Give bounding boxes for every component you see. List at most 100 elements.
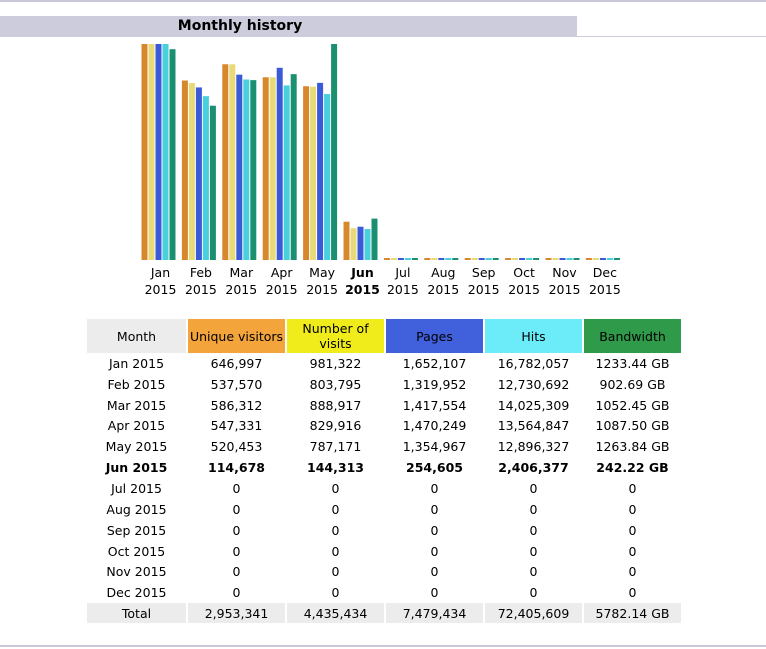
table-row: Apr 2015 547,331 829,916 1,470,249 13,564,84… (87, 416, 681, 437)
x-tick-label-year: 2015 (508, 282, 540, 297)
chart-bar (155, 44, 162, 260)
x-tick-label-month: Apr (271, 265, 293, 280)
chart-bar (236, 74, 243, 261)
x-tick-label-year: 2015 (549, 282, 581, 297)
row-value-cell: 0 (430, 522, 439, 538)
section-title: Monthly history (177, 18, 303, 34)
row-value-cell: 1,652,107 (402, 355, 467, 371)
x-tick-label-month: May (309, 265, 335, 280)
chart-bar (492, 258, 499, 260)
col-header-unique-visitors: Unique visitors (188, 319, 285, 353)
row-value-cell: 144,313 (307, 460, 364, 476)
x-tick-label-year: 2015 (306, 282, 338, 297)
row-month-cell: Jan 2015 (108, 355, 165, 371)
row-value-cell: 537,570 (210, 376, 263, 392)
chart-bar (445, 258, 452, 260)
col-header-number-of-visits: Number of visits (287, 319, 384, 353)
chart-bar (169, 49, 176, 261)
chart-bar (283, 85, 290, 260)
chart-bar (262, 77, 269, 260)
table-row: Jul 2015 0 0 0 0 0 (87, 478, 681, 499)
chart-bar (519, 258, 526, 260)
chart-bar (269, 77, 276, 260)
x-tick-label-month: Mar (230, 265, 254, 280)
chart-bar (512, 258, 519, 260)
chart-bar (303, 86, 310, 260)
monthly-history-chart: Jan 2015 Feb 2015 Mar 2015 Apr 2015 May 2015 Jun 20… (141, 44, 621, 297)
chart-bar (188, 83, 195, 261)
chart-bar (243, 79, 250, 260)
row-value-cell: 1,319,952 (402, 376, 467, 392)
chart-bar (471, 258, 478, 260)
row-value-cell: 4,435,434 (287, 603, 384, 624)
x-tick-label-month: Oct (513, 265, 535, 280)
row-value-cell: 0 (331, 543, 340, 559)
chart-bar (404, 258, 411, 260)
x-tick-label-year: 2015 (185, 282, 217, 297)
row-value-cell: 0 (628, 543, 637, 559)
row-value-cell: 254,605 (406, 460, 463, 476)
x-tick-label-month: Aug (431, 265, 455, 280)
chart-bar (290, 74, 297, 260)
x-tick-label-year: 2015 (225, 282, 257, 297)
x-tick-label-year: 2015 (266, 282, 298, 297)
chart-bar (573, 258, 580, 260)
table-row: Jan 2015 646,997 981,322 1,652,107 16,782,05… (87, 353, 681, 374)
chart-bar (250, 80, 257, 261)
row-value-cell: 13,564,847 (497, 418, 570, 434)
row-value-cell: 0 (430, 480, 439, 496)
row-value-cell: 72,405,609 (485, 603, 582, 624)
row-value-cell: 803,795 (309, 376, 362, 392)
row-value-cell: 0 (331, 585, 340, 601)
row-value-cell: 0 (628, 501, 637, 517)
row-value-cell: 1,417,554 (402, 397, 467, 413)
row-month-cell: Mar 2015 (106, 397, 167, 413)
row-month-cell: May 2015 (105, 439, 168, 455)
x-tick-label-year: 2015 (145, 282, 177, 297)
row-value-cell: 7,479,434 (386, 603, 483, 624)
chart-bar (350, 228, 357, 260)
chart-bar (162, 44, 169, 260)
row-value-cell: 0 (232, 543, 241, 559)
row-value-cell: 1233.44 GB (595, 355, 670, 371)
row-value-cell: 646,997 (210, 355, 263, 371)
chart-bar (552, 258, 559, 260)
chart-bar (566, 258, 573, 260)
row-value-cell: 1,354,967 (402, 439, 467, 455)
row-value-cell: 12,730,692 (497, 376, 570, 392)
table-header-row: Month Unique visitors Number of visits P… (87, 319, 681, 353)
row-value-cell: 0 (628, 585, 637, 601)
row-month-cell: Oct 2015 (107, 543, 166, 559)
chart-bar (452, 258, 459, 260)
chart-bar (229, 64, 236, 260)
row-value-cell: 2,953,341 (188, 603, 285, 624)
row-month-cell: Feb 2015 (107, 376, 166, 392)
table-row: Feb 2015 537,570 803,795 1,319,952 12,730,69… (87, 374, 681, 395)
section-header: Monthly history (0, 16, 577, 37)
table-row: Mar 2015 586,312 888,917 1,417,554 14,025,30… (87, 395, 681, 416)
chart-bar (505, 258, 512, 260)
row-value-cell: 547,331 (210, 418, 263, 434)
chart-bar (438, 258, 445, 260)
row-month-cell: Nov 2015 (106, 564, 167, 580)
chart-bar (331, 44, 338, 260)
row-value-cell: 0 (529, 543, 538, 559)
row-value-cell: 1263.84 GB (595, 439, 670, 455)
row-value-cell: 0 (232, 480, 241, 496)
row-value-cell: 0 (529, 522, 538, 538)
row-month-cell: Apr 2015 (107, 418, 166, 434)
row-value-cell: 0 (529, 564, 538, 580)
chart-bar (606, 258, 613, 260)
chart-bar (141, 44, 148, 260)
chart-bar (585, 258, 592, 260)
col-header-pages: Pages (386, 319, 483, 353)
row-value-cell: 14,025,309 (497, 397, 570, 413)
row-value-cell: 520,453 (210, 439, 263, 455)
chart-bar (478, 258, 485, 260)
row-value-cell: 5782.14 GB (584, 603, 681, 624)
row-value-cell: 0 (529, 585, 538, 601)
x-tick-label-month: Sep (472, 265, 496, 280)
chart-bar (613, 258, 620, 260)
chart-bar (310, 86, 317, 260)
chart-bar (324, 94, 331, 260)
